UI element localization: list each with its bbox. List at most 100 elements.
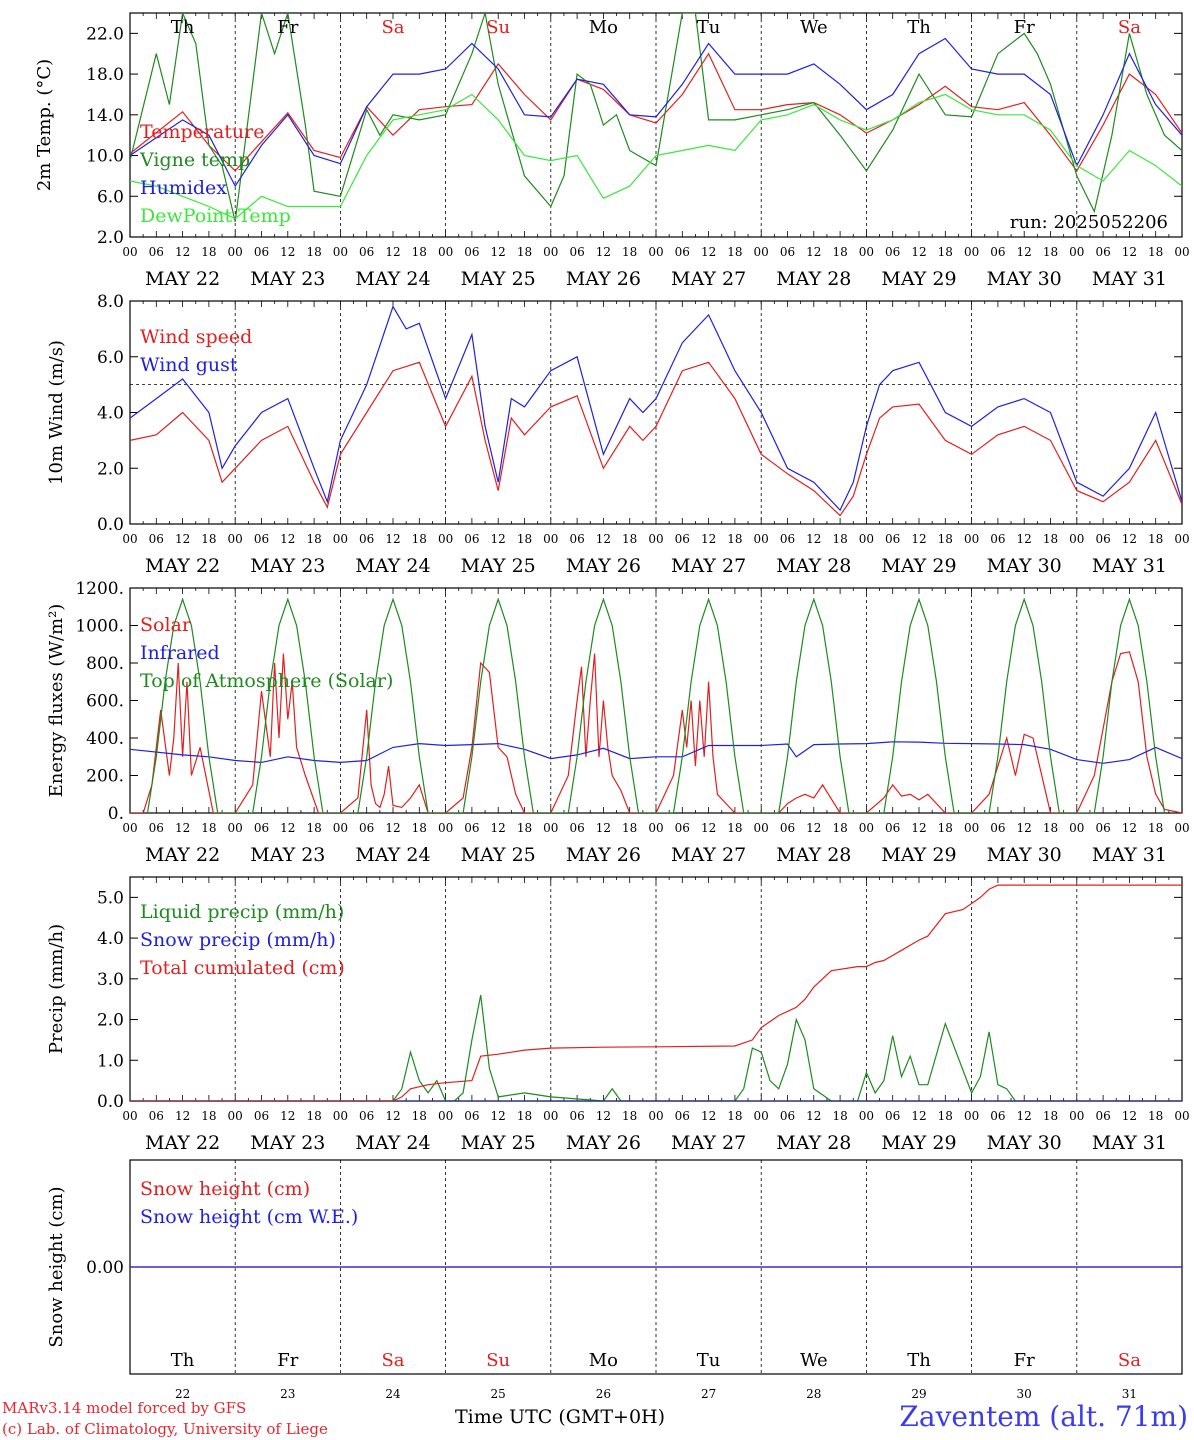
date-label: MAY 27 bbox=[671, 268, 746, 290]
date-label: MAY 22 bbox=[145, 844, 220, 866]
date-label: MAY 23 bbox=[250, 268, 325, 290]
run-annotation: run: 2025052206 bbox=[1010, 212, 1168, 233]
hour-tick-label: 06 bbox=[885, 245, 900, 259]
day-number-label: 24 bbox=[385, 1387, 401, 1401]
date-label: MAY 23 bbox=[250, 844, 325, 866]
hour-tick-label: 00 bbox=[333, 1109, 348, 1123]
hour-tick-label: 18 bbox=[727, 1109, 742, 1123]
hour-tick-label: 06 bbox=[1095, 1109, 1110, 1123]
panel-frame bbox=[129, 587, 1183, 814]
hour-tick-label: 06 bbox=[990, 245, 1005, 259]
hour-tick-label: 12 bbox=[1122, 245, 1137, 259]
hour-tick-label: 06 bbox=[359, 1109, 374, 1123]
hour-tick-label: 06 bbox=[464, 821, 479, 835]
weekday-label: Sa bbox=[381, 17, 404, 38]
date-label: MAY 31 bbox=[1092, 268, 1167, 290]
hour-tick-label: 18 bbox=[832, 1109, 847, 1123]
hour-tick-label: 00 bbox=[228, 1109, 243, 1123]
hour-tick-label: 00 bbox=[228, 532, 243, 546]
hour-tick-label: 00 bbox=[754, 245, 769, 259]
hour-tick-label: 06 bbox=[780, 532, 795, 546]
hour-tick-label: 12 bbox=[911, 532, 926, 546]
series-line bbox=[130, 13, 1182, 222]
hour-tick-label: 12 bbox=[911, 821, 926, 835]
y-tick-label: 1000. bbox=[75, 617, 124, 637]
hour-tick-label: 12 bbox=[385, 245, 400, 259]
y-tick-label: 14.0 bbox=[86, 106, 124, 126]
legend-entry: Snow height (cm) bbox=[140, 1178, 310, 1200]
hour-tick-label: 18 bbox=[412, 1109, 427, 1123]
date-label: MAY 24 bbox=[355, 555, 430, 577]
hour-tick-label: 18 bbox=[622, 1109, 637, 1123]
date-label: MAY 27 bbox=[671, 555, 746, 577]
date-label: MAY 28 bbox=[776, 555, 851, 577]
hour-tick-label: 00 bbox=[648, 1109, 663, 1123]
series-line bbox=[130, 52, 1182, 172]
date-label: MAY 28 bbox=[776, 268, 851, 290]
weekday-label: We bbox=[800, 1350, 828, 1371]
hour-tick-label: 06 bbox=[569, 821, 584, 835]
weekday-label: Su bbox=[486, 17, 510, 38]
hour-tick-label: 06 bbox=[675, 532, 690, 546]
weekday-label: Fr bbox=[1014, 1350, 1035, 1371]
day-number-label: 27 bbox=[701, 1387, 716, 1401]
hour-tick-label: 12 bbox=[280, 1109, 295, 1123]
legend-entry: Snow precip (mm/h) bbox=[140, 929, 336, 951]
hour-tick-label: 00 bbox=[543, 1109, 558, 1123]
hour-tick-label: 06 bbox=[359, 532, 374, 546]
hour-tick-label: 12 bbox=[701, 1109, 716, 1123]
hour-tick-label: 00 bbox=[648, 245, 663, 259]
hour-tick-label: 00 bbox=[228, 245, 243, 259]
hour-tick-label: 06 bbox=[149, 245, 164, 259]
hour-tick-label: 06 bbox=[885, 1109, 900, 1123]
y-tick-label: 400. bbox=[86, 729, 124, 749]
weekday-label: Su bbox=[486, 1350, 510, 1371]
hour-tick-label: 06 bbox=[569, 1109, 584, 1123]
hour-tick-label: 18 bbox=[1043, 245, 1058, 259]
y-tick-label: 3.0 bbox=[97, 970, 124, 990]
series-line bbox=[130, 994, 1182, 1101]
hour-tick-label: 06 bbox=[254, 1109, 269, 1123]
series-line bbox=[130, 651, 1182, 813]
weekday-label: Th bbox=[171, 1350, 195, 1371]
date-label: MAY 27 bbox=[671, 844, 746, 866]
date-label: MAY 31 bbox=[1092, 844, 1167, 866]
date-label: MAY 24 bbox=[355, 844, 430, 866]
day-number-label: 22 bbox=[175, 1387, 190, 1401]
hour-tick-label: 12 bbox=[806, 1109, 821, 1123]
series-line bbox=[130, 93, 1182, 220]
y-tick-label: 0.0 bbox=[97, 1092, 124, 1112]
hour-tick-label: 00 bbox=[648, 821, 663, 835]
hour-tick-label: 00 bbox=[1174, 1109, 1189, 1123]
weekday-label: Fr bbox=[277, 1350, 298, 1371]
weekday-label: Tu bbox=[697, 17, 721, 38]
hour-tick-label: 18 bbox=[1043, 821, 1058, 835]
hour-tick-label: 12 bbox=[806, 245, 821, 259]
hour-tick-label: 06 bbox=[885, 821, 900, 835]
legend-entry: Top of Atmosphere (Solar) bbox=[140, 670, 393, 692]
date-label: MAY 23 bbox=[250, 1132, 325, 1154]
y-axis-label: Snow height (cm) bbox=[46, 1186, 67, 1347]
hour-tick-label: 12 bbox=[806, 532, 821, 546]
date-label: MAY 26 bbox=[566, 1132, 641, 1154]
copyright-credit: (c) Lab. of Climatology, University of L… bbox=[2, 1420, 328, 1438]
date-label: MAY 22 bbox=[145, 268, 220, 290]
hour-tick-label: 00 bbox=[1069, 1109, 1084, 1123]
hour-tick-label: 00 bbox=[859, 821, 874, 835]
hour-tick-label: 00 bbox=[859, 532, 874, 546]
date-label: MAY 26 bbox=[566, 555, 641, 577]
y-tick-label: 10.0 bbox=[86, 147, 124, 167]
hour-tick-label: 18 bbox=[201, 245, 216, 259]
hour-tick-label: 00 bbox=[754, 532, 769, 546]
y-tick-label: 1200. bbox=[75, 579, 124, 599]
hour-tick-label: 06 bbox=[254, 821, 269, 835]
y-tick-label: 0.00 bbox=[86, 1258, 124, 1278]
hour-tick-label: 12 bbox=[806, 821, 821, 835]
date-label: MAY 25 bbox=[461, 268, 536, 290]
hour-tick-label: 00 bbox=[754, 1109, 769, 1123]
hour-tick-label: 06 bbox=[990, 821, 1005, 835]
hour-tick-label: 00 bbox=[964, 532, 979, 546]
hour-tick-label: 18 bbox=[201, 821, 216, 835]
weekday-label: Fr bbox=[1014, 17, 1035, 38]
series-line bbox=[130, 305, 1182, 512]
